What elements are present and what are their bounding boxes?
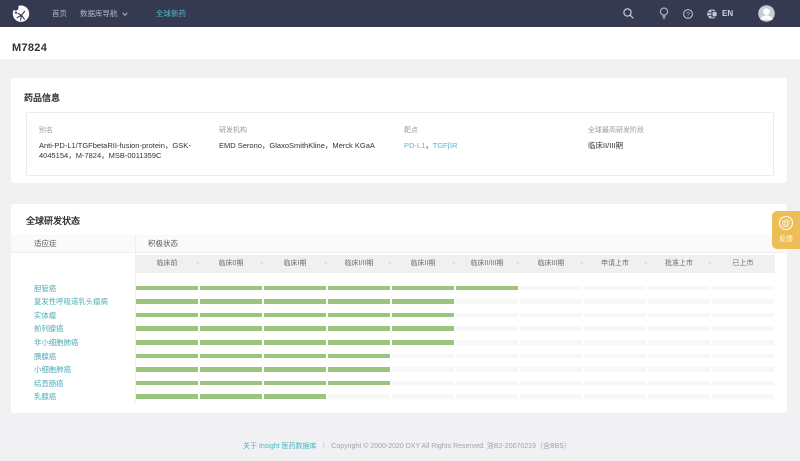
svg-text:?: ? bbox=[686, 11, 690, 18]
